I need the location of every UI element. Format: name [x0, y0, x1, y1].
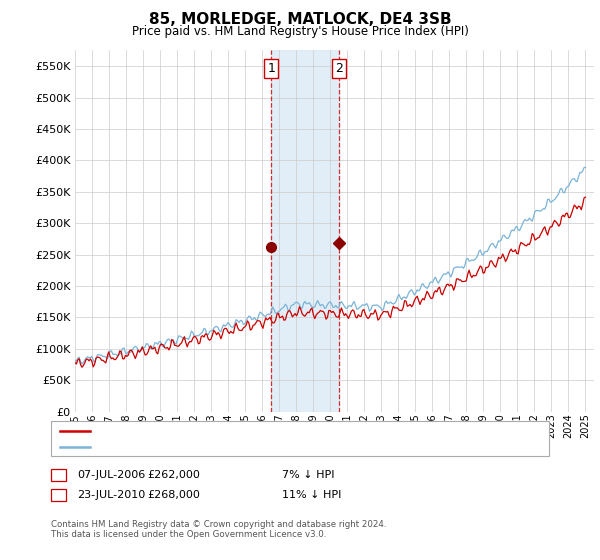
Text: 07-JUL-2006: 07-JUL-2006: [77, 470, 145, 480]
Text: 1: 1: [268, 62, 275, 75]
Text: 23-JUL-2010: 23-JUL-2010: [77, 490, 145, 500]
Text: 11% ↓ HPI: 11% ↓ HPI: [282, 490, 341, 500]
Text: 2: 2: [55, 490, 62, 500]
Text: 85, MORLEDGE, MATLOCK, DE4 3SB: 85, MORLEDGE, MATLOCK, DE4 3SB: [149, 12, 451, 27]
Text: £262,000: £262,000: [147, 470, 200, 480]
Text: 1: 1: [55, 470, 62, 480]
Text: 85, MORLEDGE, MATLOCK, DE4 3SB (detached house): 85, MORLEDGE, MATLOCK, DE4 3SB (detached…: [97, 426, 379, 436]
Text: Contains HM Land Registry data © Crown copyright and database right 2024.
This d: Contains HM Land Registry data © Crown c…: [51, 520, 386, 539]
Text: 2: 2: [335, 62, 343, 75]
Text: Price paid vs. HM Land Registry's House Price Index (HPI): Price paid vs. HM Land Registry's House …: [131, 25, 469, 38]
Bar: [271, 50, 340, 412]
Text: £268,000: £268,000: [147, 490, 200, 500]
Text: HPI: Average price, detached house, Derbyshire Dales: HPI: Average price, detached house, Derb…: [97, 442, 380, 452]
Text: 7% ↓ HPI: 7% ↓ HPI: [282, 470, 335, 480]
